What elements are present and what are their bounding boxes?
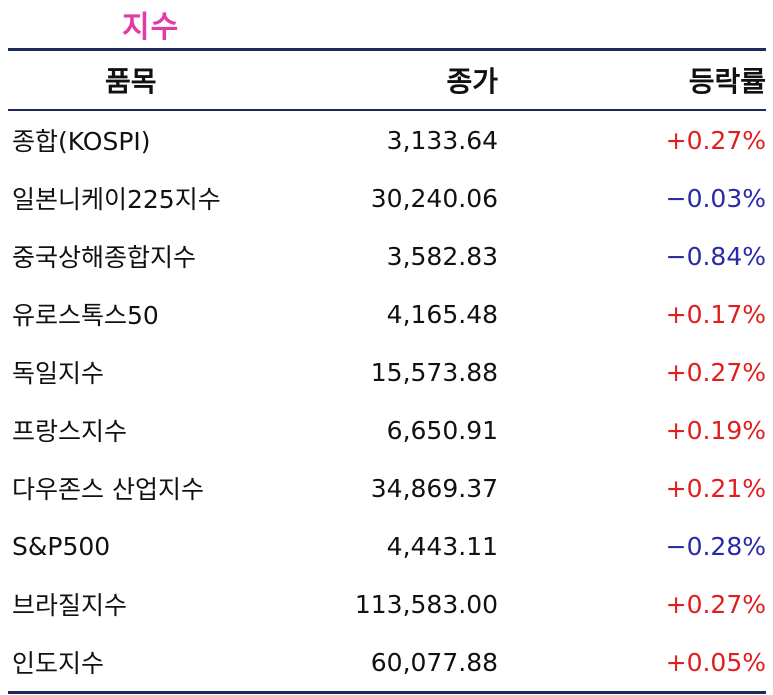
index-rate: +0.05% (665, 647, 766, 677)
index-price: 34,869.37 (370, 473, 498, 503)
table-row: 종합(KOSPI) 3,133.64 +0.27% (8, 111, 766, 169)
index-rate: +0.27% (665, 357, 766, 387)
index-price: 6,650.91 (386, 415, 498, 445)
index-name: 유로스톡스50 (12, 301, 159, 330)
index-rate: +0.21% (665, 473, 766, 503)
table-row: 프랑스지수 6,650.91 +0.19% (8, 401, 766, 459)
index-rate: +0.19% (665, 415, 766, 445)
table-top-rule (8, 48, 766, 51)
index-rate: −0.03% (665, 183, 766, 213)
index-rate: +0.27% (665, 125, 766, 155)
index-name: 종합(KOSPI) (12, 127, 151, 156)
index-price: 30,240.06 (370, 183, 498, 213)
table-row: 독일지수 15,573.88 +0.27% (8, 343, 766, 401)
index-name: 인도지수 (12, 649, 105, 678)
index-name: 독일지수 (12, 359, 105, 388)
index-price: 113,583.00 (354, 589, 498, 619)
index-price: 3,582.83 (386, 241, 498, 271)
header-name: 품목 (105, 65, 157, 98)
index-price: 4,443.11 (386, 531, 498, 561)
table-row: 일본니케이225지수 30,240.06 −0.03% (8, 169, 766, 227)
index-price: 4,165.48 (386, 299, 498, 329)
index-name: 일본니케이225지수 (12, 185, 221, 214)
index-rate: +0.27% (665, 589, 766, 619)
table-row: 인도지수 60,077.88 +0.05% (8, 633, 766, 691)
header-rate: 등락률 (688, 65, 766, 98)
index-rate: −0.84% (665, 241, 766, 271)
index-price: 3,133.64 (386, 125, 498, 155)
index-rate: −0.28% (665, 531, 766, 561)
table-body: 종합(KOSPI) 3,133.64 +0.27% 일본니케이225지수 30,… (8, 111, 766, 691)
index-name: 브라질지수 (12, 591, 128, 620)
table-row: 다우존스 산업지수 34,869.37 +0.21% (8, 459, 766, 517)
header-price: 종가 (446, 65, 498, 98)
index-table: 품목 종가 등락률 종합(KOSPI) 3,133.64 +0.27% 일본니케… (8, 48, 766, 694)
index-price: 60,077.88 (370, 647, 498, 677)
table-row: S&P500 4,443.11 −0.28% (8, 517, 766, 575)
table-header-rule (8, 109, 766, 111)
section-title: 지수 (122, 10, 180, 45)
table-bottom-rule (8, 691, 766, 694)
index-name: 중국상해종합지수 (12, 243, 197, 272)
index-name: S&P500 (12, 531, 111, 561)
table-row: 브라질지수 113,583.00 +0.27% (8, 575, 766, 633)
index-name: 다우존스 산업지수 (12, 475, 204, 504)
index-price: 15,573.88 (370, 357, 498, 387)
table-header-row: 품목 종가 등락률 (8, 51, 766, 109)
table-row: 중국상해종합지수 3,582.83 −0.84% (8, 227, 766, 285)
index-rate: +0.17% (665, 299, 766, 329)
index-name: 프랑스지수 (12, 417, 128, 446)
table-row: 유로스톡스50 4,165.48 +0.17% (8, 285, 766, 343)
